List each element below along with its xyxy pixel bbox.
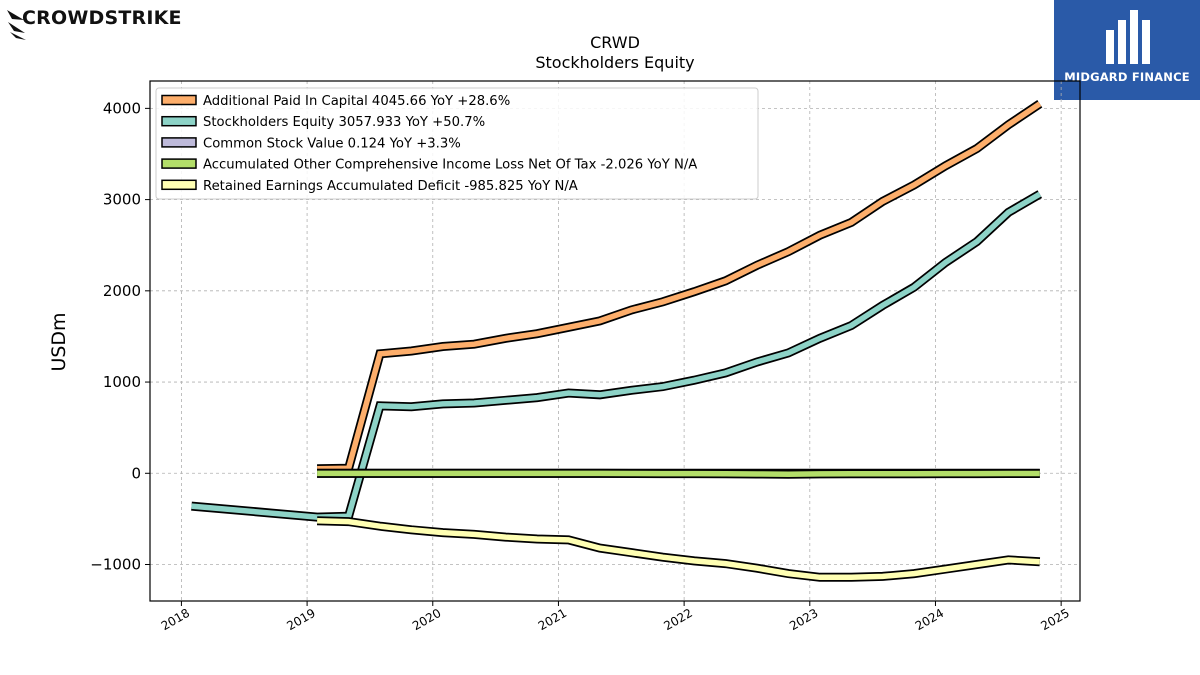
plot-frame xyxy=(149,80,1081,602)
midgard-finance-logo-text: MIDGARD FINANCE xyxy=(1064,70,1190,84)
y-tick-label: −1000 xyxy=(90,556,141,574)
legend-label: Stockholders Equity 3057.933 YoY +50.7% xyxy=(203,115,485,130)
y-tick-label: 4000 xyxy=(103,99,141,117)
legend-swatch xyxy=(161,158,197,169)
midgard-emblem-icon xyxy=(1106,10,1150,64)
x-tick-label: 2022 xyxy=(661,606,694,633)
x-tick-label: 2025 xyxy=(1038,606,1071,633)
x-tick-label: 2018 xyxy=(159,606,192,633)
legend-swatch xyxy=(161,137,197,148)
axis-ticks: 2018 2019 2020 2021 2022 2023 2024 2025 −1000 0 10… xyxy=(90,99,1072,633)
x-tick-label: 2023 xyxy=(787,606,820,633)
x-tick-label: 2024 xyxy=(913,606,946,633)
falcon-icon xyxy=(7,10,26,40)
legend-swatch xyxy=(161,115,197,127)
y-tick-label: 1000 xyxy=(103,373,141,391)
x-tick-label: 2020 xyxy=(410,606,443,633)
legend-box xyxy=(155,87,759,200)
series-line-4 xyxy=(317,470,1040,477)
chart-title: CRWD xyxy=(590,33,640,52)
legend-swatch xyxy=(161,179,197,191)
x-tick-label: 2019 xyxy=(284,606,317,633)
series-line-1 xyxy=(317,101,1042,472)
legend-label: Retained Earnings Accumulated Deficit -9… xyxy=(203,179,578,194)
series-line-2 xyxy=(191,191,1042,520)
legend: Additional Paid In Capital 4045.66 YoY +… xyxy=(155,87,759,200)
legend-label: Additional Paid In Capital 4045.66 YoY +… xyxy=(203,94,510,109)
midgard-finance-logo: MIDGARD FINANCE xyxy=(1054,0,1200,100)
legend-swatch xyxy=(161,94,197,106)
y-tick-label: 2000 xyxy=(103,282,141,300)
y-tick-label: 3000 xyxy=(103,191,141,209)
chart-subtitle: Stockholders Equity xyxy=(535,53,694,72)
legend-label: Common Stock Value 0.124 YoY +3.3% xyxy=(203,136,461,151)
crowdstrike-logo-text: CROWDSTRIKE xyxy=(22,7,182,29)
y-tick-label: 0 xyxy=(131,464,141,482)
crowdstrike-logo: CROWDSTRIKE xyxy=(6,4,196,40)
x-tick-label: 2021 xyxy=(536,606,569,633)
legend-label: Accumulated Other Comprehensive Income L… xyxy=(203,158,697,173)
series-line-5 xyxy=(317,517,1040,581)
y-axis-label: USDm xyxy=(48,312,70,371)
series-group xyxy=(191,100,1043,582)
